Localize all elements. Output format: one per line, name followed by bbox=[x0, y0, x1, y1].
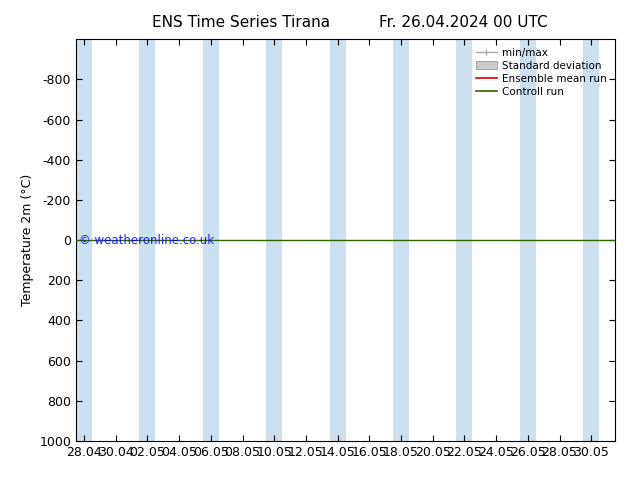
Bar bbox=[203, 39, 219, 441]
Legend: min/max, Standard deviation, Ensemble mean run, Controll run: min/max, Standard deviation, Ensemble me… bbox=[473, 45, 610, 100]
Y-axis label: Temperature 2m (°C): Temperature 2m (°C) bbox=[21, 174, 34, 306]
Text: © weatheronline.co.uk: © weatheronline.co.uk bbox=[79, 234, 214, 246]
Text: ENS Time Series Tirana: ENS Time Series Tirana bbox=[152, 15, 330, 30]
Bar bbox=[520, 39, 536, 441]
Bar bbox=[76, 39, 92, 441]
Text: Fr. 26.04.2024 00 UTC: Fr. 26.04.2024 00 UTC bbox=[378, 15, 547, 30]
Bar bbox=[139, 39, 155, 441]
Bar bbox=[330, 39, 346, 441]
Bar bbox=[393, 39, 409, 441]
Bar bbox=[266, 39, 282, 441]
Bar bbox=[583, 39, 599, 441]
Bar bbox=[456, 39, 472, 441]
